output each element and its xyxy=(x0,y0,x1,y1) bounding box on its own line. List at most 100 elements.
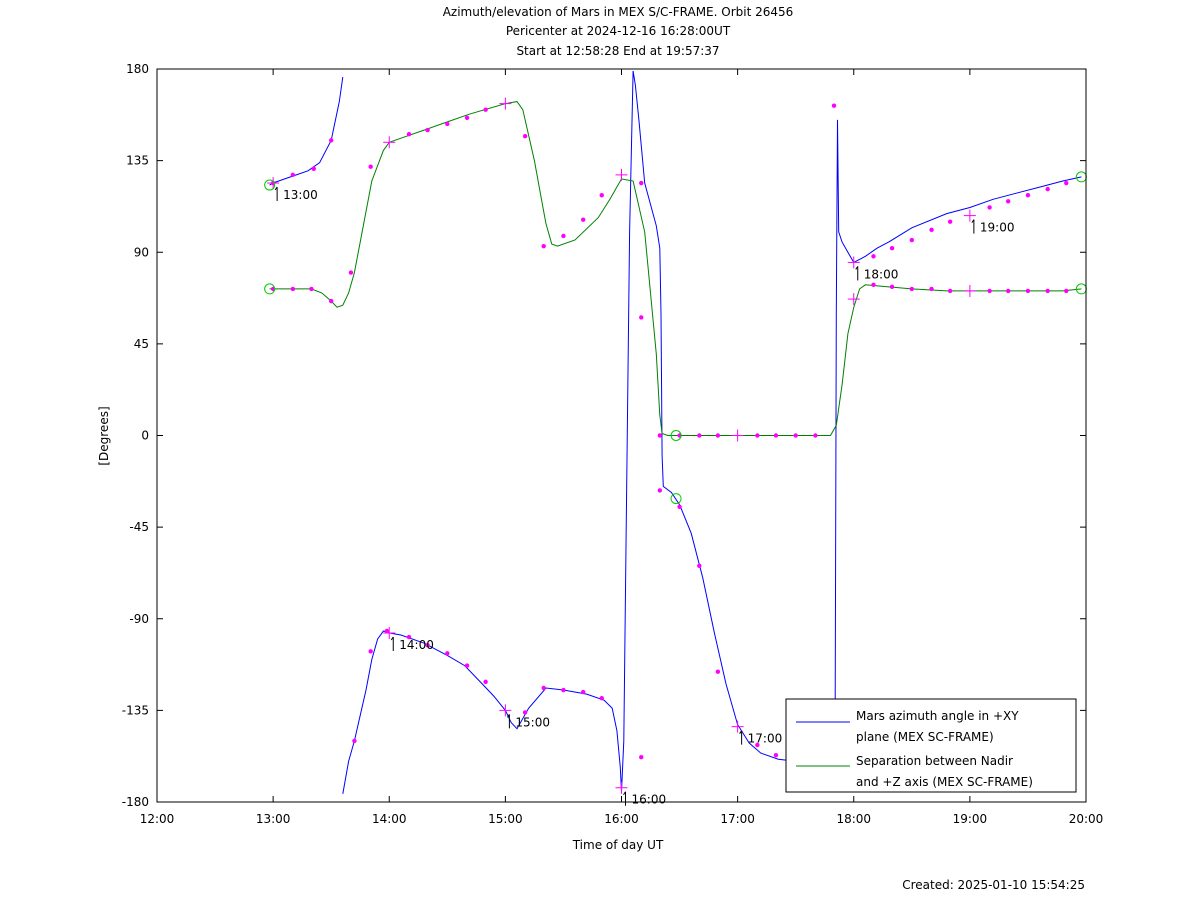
x-tick-label: 16:00 xyxy=(604,812,639,826)
legend: Mars azimuth angle in +XY plane (MEX SC-… xyxy=(785,698,1077,793)
data-point-marker xyxy=(697,433,702,438)
hour-cross-marker xyxy=(963,209,976,222)
data-point-marker xyxy=(328,138,334,143)
data-point-marker xyxy=(639,180,644,186)
data-point-marker xyxy=(755,742,760,748)
data-point-marker xyxy=(987,288,992,294)
data-point-marker xyxy=(871,254,876,259)
legend-label-azimuth-line-2: plane (MEX SC-FRAME) xyxy=(856,730,994,744)
x-axis-label: Time of day UT xyxy=(572,838,664,852)
hour-cross-marker xyxy=(615,168,628,181)
x-tick-label: 14:00 xyxy=(372,812,407,826)
data-point-marker xyxy=(309,286,314,292)
created-timestamp: Created: 2025-01-10 15:54:25 xyxy=(902,878,1085,892)
data-point-marker xyxy=(464,663,470,668)
data-point-marker xyxy=(1064,288,1069,294)
data-point-marker xyxy=(425,127,430,133)
plot-group: 13:00 14:00 15:00 16:00 17:00 18:00 19:00 xyxy=(264,70,1087,807)
time-annotation-label: 19:00 xyxy=(980,221,1015,235)
azimuth-series-line xyxy=(632,70,1082,764)
hour-cross-marker xyxy=(847,293,860,306)
data-point-marker xyxy=(947,288,953,294)
data-point-marker xyxy=(831,103,837,108)
data-point-marker xyxy=(580,689,586,695)
data-point-marker xyxy=(406,634,412,640)
y-tick-label: -180 xyxy=(122,795,149,809)
data-point-marker xyxy=(715,669,721,674)
data-point-marker xyxy=(1045,288,1050,294)
time-annotation-label: 18:00 xyxy=(864,267,899,281)
y-tick-label: -90 xyxy=(129,612,149,626)
data-point-marker xyxy=(697,563,702,569)
x-tick-label: 15:00 xyxy=(488,812,523,826)
time-annotation-arrowhead xyxy=(390,636,394,641)
time-annotation-arrowhead xyxy=(506,714,510,718)
data-point-marker xyxy=(483,107,488,112)
event-circle-marker xyxy=(670,493,682,505)
data-point-marker xyxy=(352,738,357,744)
hour-cross-marker xyxy=(847,256,860,269)
data-point-marker xyxy=(793,433,798,438)
data-point-marker xyxy=(522,710,528,715)
data-point-marker xyxy=(384,628,390,634)
chart-title-line-1: Azimuth/elevation of Mars in MEX S/C-FRA… xyxy=(443,5,794,19)
time-annotation-arrowhead xyxy=(739,730,743,734)
hour-cross-marker xyxy=(383,136,396,149)
data-point-marker xyxy=(561,687,566,693)
data-point-marker xyxy=(773,433,779,438)
time-annotation-label: 16:00 xyxy=(632,793,667,807)
data-point-marker xyxy=(889,245,895,251)
legend-label-separation-line-1: Separation between Nadir xyxy=(856,754,1013,768)
data-point-marker xyxy=(639,315,644,320)
data-point-marker xyxy=(464,115,470,121)
event-circle-marker xyxy=(264,179,276,191)
data-point-marker xyxy=(1045,186,1050,192)
data-point-marker xyxy=(368,164,373,169)
separation-series-line xyxy=(269,101,1082,436)
time-annotation-label: 17:00 xyxy=(748,732,783,746)
chart-title-group: Azimuth/elevation of Mars in MEX S/C-FRA… xyxy=(443,5,794,58)
data-point-marker xyxy=(813,433,818,438)
y-tick-label: -135 xyxy=(122,703,149,717)
y-tick-label: 180 xyxy=(126,62,149,76)
data-point-marker xyxy=(290,172,296,178)
hour-cross-marker xyxy=(963,284,976,297)
hour-cross-marker xyxy=(383,627,396,640)
azimuth-series-line xyxy=(342,70,634,794)
time-annotation-arrowhead xyxy=(971,219,975,223)
y-tick-label: 0 xyxy=(141,429,149,443)
data-point-marker xyxy=(311,166,316,171)
y-tick-label: -45 xyxy=(129,520,149,534)
x-tick-label: 17:00 xyxy=(720,812,755,826)
data-point-marker xyxy=(580,217,586,222)
data-point-marker xyxy=(639,755,644,760)
data-point-marker xyxy=(657,433,663,438)
hour-cross-marker xyxy=(267,177,280,190)
data-point-marker xyxy=(657,488,663,493)
data-point-marker xyxy=(773,752,779,758)
hour-cross-marker xyxy=(499,97,512,110)
event-circle-marker xyxy=(264,283,276,295)
azimuth-series-line xyxy=(269,77,344,186)
data-point-marker xyxy=(541,243,546,249)
hour-cross-marker xyxy=(615,781,628,794)
event-circle-marker xyxy=(670,430,682,441)
data-point-marker xyxy=(599,695,604,701)
x-tick-label: 13:00 xyxy=(256,812,291,826)
hour-cross-marker xyxy=(499,704,512,717)
data-point-marker xyxy=(1025,193,1031,198)
x-tick-label: 20:00 xyxy=(1069,812,1104,826)
axes-group: 12:00 13:00 14:00 15:00 16:00 17:00 18:00 19:00… xyxy=(122,62,1104,826)
data-point-marker xyxy=(677,504,682,509)
data-point-marker xyxy=(522,133,528,139)
data-point-marker xyxy=(909,286,915,292)
time-annotation-arrowhead xyxy=(623,791,626,796)
data-point-marker xyxy=(929,227,934,233)
data-point-marker xyxy=(599,193,604,198)
data-point-marker xyxy=(987,205,992,210)
data-point-marker xyxy=(328,298,334,304)
time-annotation-label: 14:00 xyxy=(399,638,434,652)
x-tick-label: 12:00 xyxy=(140,812,175,826)
data-point-marker xyxy=(1005,199,1011,204)
